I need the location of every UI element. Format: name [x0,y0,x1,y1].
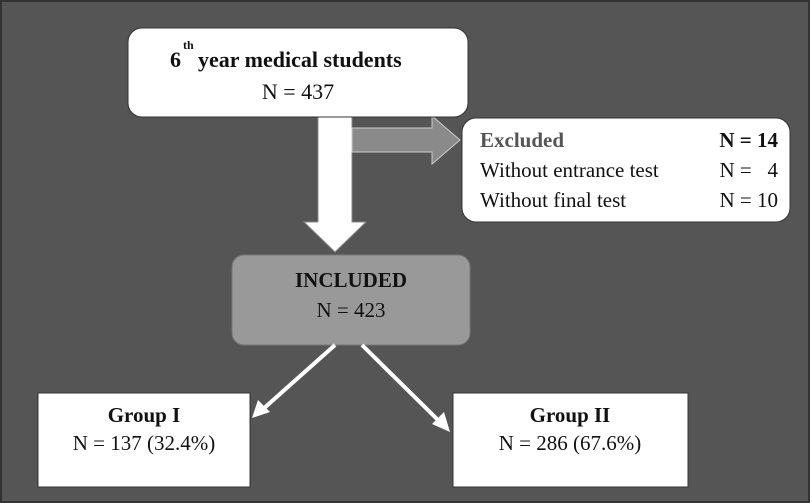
excluded-reason-count: N = 10 [719,188,778,212]
ordinal-suffix: th [183,38,194,52]
excluded-reason: Without entrance test [480,158,659,182]
top-count: N = 437 [262,79,334,104]
group-count: N = 286 (67.6%) [499,431,642,455]
group-title: Group I [108,403,181,427]
excluded-reason-count: N = 4 [719,158,778,182]
arrow-line [360,343,442,424]
included-title: INCLUDED [295,268,407,292]
arrow-head [252,400,270,418]
group-title: Group II [530,403,611,427]
right-arrow [351,114,461,166]
excluded-reason: Without final test [480,188,626,212]
arrow-line [260,343,337,412]
included-count: N = 423 [316,298,385,322]
excluded-title: Excluded [480,128,564,152]
included-box [231,254,471,346]
group-box [452,392,689,488]
excluded-box [461,117,791,223]
top-label: year medical students [198,47,402,72]
group-count: N = 137 (32.4%) [73,431,216,455]
top-box [127,27,469,118]
excluded-count: N = 14 [719,128,778,152]
group-box [37,392,251,488]
arrow-head [432,412,450,432]
ordinal: 6 [170,47,181,72]
